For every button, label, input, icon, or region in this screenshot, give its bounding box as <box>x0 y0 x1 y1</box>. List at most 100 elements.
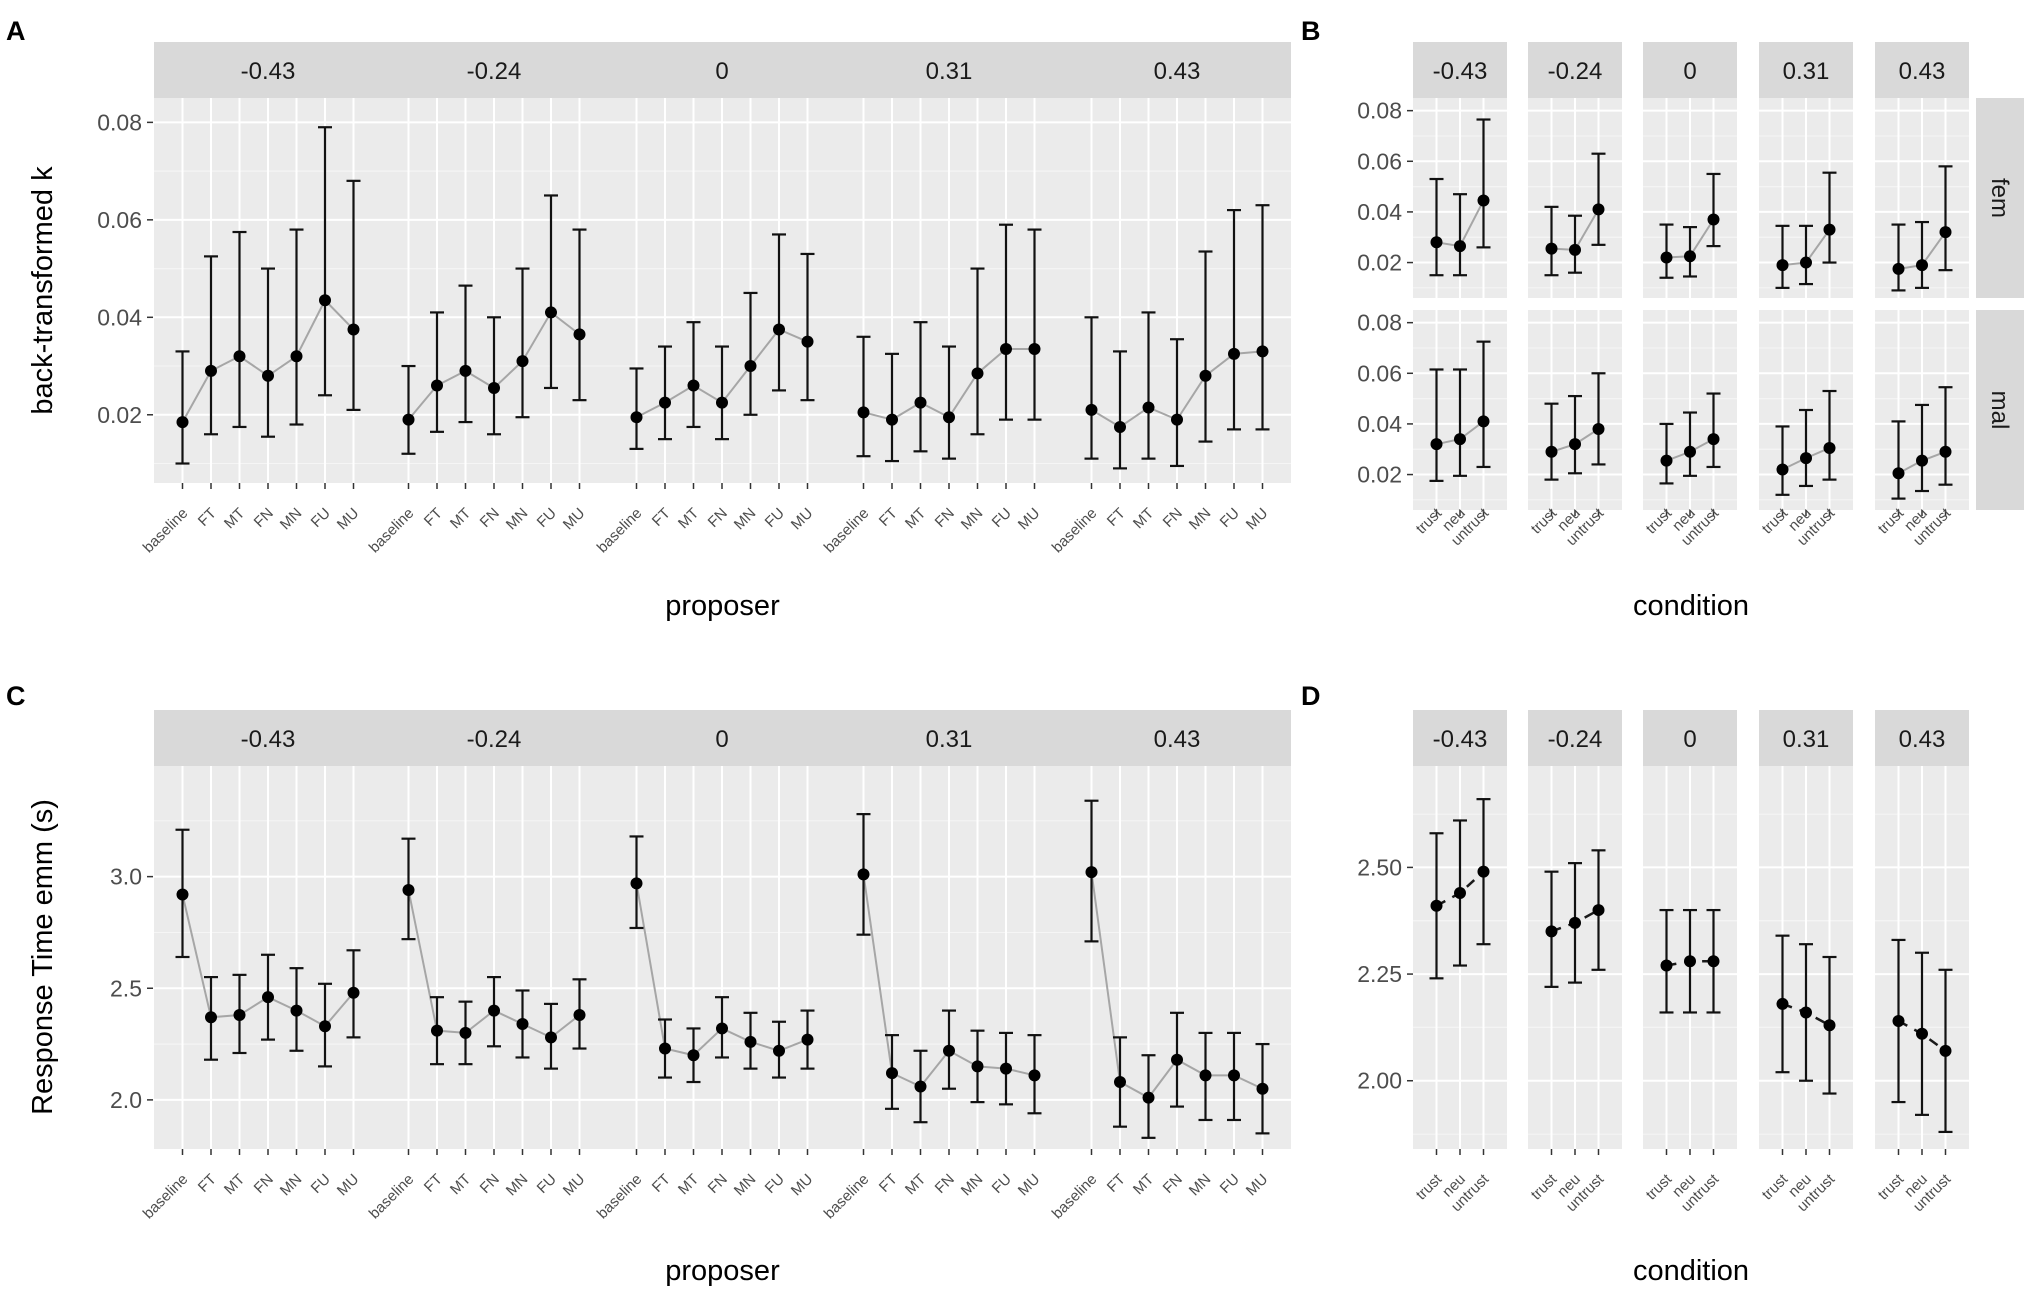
data-point <box>1199 369 1212 382</box>
facet-0.31: 0.31 baseline FT MT FN MN FU MU <box>821 710 1063 1222</box>
y-axis-label: Response Time emm (s) <box>27 799 59 1115</box>
y-tick-label: 0.02 <box>1357 462 1402 488</box>
facet-strip <box>608 710 836 766</box>
y-tick-label: 3.0 <box>110 864 142 890</box>
data-point <box>290 350 303 363</box>
y-tick-label: 0.02 <box>97 402 142 428</box>
facet--0.43: -0.43 baseline FT MT FN MN FU MU <box>140 710 382 1222</box>
y-tick-label: 0.04 <box>1357 199 1402 225</box>
data-point <box>1939 1044 1952 1057</box>
facet-strip-label: -0.24 <box>1548 58 1603 85</box>
data-point <box>1171 1053 1183 1066</box>
x-tick-label: FT <box>649 505 674 530</box>
facet-strip <box>1528 42 1622 98</box>
x-tick-label: FU <box>308 505 334 531</box>
data-point <box>1477 865 1490 878</box>
x-tick-label: MN <box>958 505 987 534</box>
x-axis-label: condition <box>1633 590 1749 622</box>
facet-strip-label: 0.43 <box>1899 726 1946 753</box>
data-point <box>687 379 700 392</box>
x-tick-label: MU <box>334 1171 363 1200</box>
data-point <box>1892 262 1905 275</box>
x-tick-label: FN <box>932 1171 958 1197</box>
data-point <box>347 323 360 336</box>
x-axis-label: proposer <box>665 590 780 622</box>
facet-strip-label: 0.31 <box>926 58 973 85</box>
facet-strip-label: 0 <box>715 58 728 85</box>
facet-0: 0 <box>1643 42 1737 298</box>
data-point <box>1028 342 1041 355</box>
data-point <box>459 364 472 377</box>
x-tick-label: MN <box>731 1171 760 1200</box>
data-point <box>687 1049 700 1062</box>
data-point <box>573 1009 586 1022</box>
data-point <box>1454 433 1466 446</box>
x-tick-label: FU <box>534 505 560 531</box>
data-point <box>914 1080 927 1093</box>
x-tick-label: MU <box>560 505 589 534</box>
facet-strip <box>380 42 608 98</box>
data-point <box>1477 415 1490 428</box>
data-point <box>545 1031 557 1044</box>
data-point <box>1916 454 1928 467</box>
facet-strip <box>1875 710 1969 766</box>
x-tick-label: MU <box>334 505 363 534</box>
data-point <box>1477 194 1490 207</box>
x-tick-label: FU <box>989 505 1015 531</box>
panel-B: B 0.02 0.04 0.06 0.08 -0.43 -0.24 0 0.31 0.43 fem 0… <box>1301 16 2024 622</box>
data-point <box>1707 433 1720 446</box>
facet-strip-label: 0 <box>715 726 728 753</box>
x-tick-label: MU <box>1015 1171 1044 1200</box>
data-point <box>1823 441 1836 454</box>
x-tick-label: MN <box>503 505 532 534</box>
x-tick-label: baseline <box>366 1171 418 1223</box>
x-tick-label: FN <box>251 505 277 531</box>
panel-D: D 2.00 2.25 2.50 -0.43trustneuuntrust-0.24tr… <box>1301 681 1969 1287</box>
data-point <box>1916 1027 1928 1040</box>
y-tick-label: 2.50 <box>1357 854 1402 880</box>
data-point <box>1707 955 1720 968</box>
data-point <box>1228 347 1240 360</box>
data-point <box>488 1004 500 1017</box>
panel-letter: D <box>1301 681 1321 711</box>
data-point <box>971 367 984 380</box>
facet-0.31: 0.31 baseline FT MT FN MN FU MU <box>821 42 1063 556</box>
facet-0.43: 0.43 <box>1875 42 1969 298</box>
x-axis-label: condition <box>1633 1255 1749 1287</box>
x-tick-label: baseline <box>140 505 192 557</box>
data-point <box>1892 467 1905 480</box>
facet--0.24: -0.24 baseline FT MT FN MN FU MU <box>366 42 608 556</box>
x-tick-label: FN <box>705 505 731 531</box>
facet--0.24: -0.24 <box>1528 42 1622 298</box>
y-axis-label: back-transformed k <box>27 166 59 415</box>
x-tick-label: FU <box>989 1171 1015 1197</box>
x-tick-label: FU <box>308 1171 334 1197</box>
facet-strip-label: 0.31 <box>926 726 973 753</box>
facet-0.43: 0.43 baseline FT MT FN MN FU MU <box>1049 710 1291 1222</box>
x-tick-label: FT <box>195 505 220 530</box>
data-point <box>1545 445 1558 458</box>
data-point <box>744 1035 757 1048</box>
data-point <box>1569 438 1581 451</box>
data-point <box>1114 1076 1126 1089</box>
facet-strip <box>154 42 382 98</box>
x-tick-label: baseline <box>1049 505 1101 557</box>
data-point <box>857 406 870 419</box>
data-point <box>1430 236 1443 249</box>
y-tick-label: 0.04 <box>97 304 142 330</box>
x-tick-label: MN <box>1186 505 1215 534</box>
data-point <box>573 328 586 341</box>
x-axis-label: proposer <box>665 1255 780 1287</box>
facet-strip <box>608 42 836 98</box>
x-tick-label: MT <box>221 505 248 532</box>
x-tick-label: MT <box>675 1171 702 1198</box>
data-point <box>319 1020 331 1033</box>
data-point <box>801 335 814 348</box>
data-point <box>1684 250 1696 263</box>
